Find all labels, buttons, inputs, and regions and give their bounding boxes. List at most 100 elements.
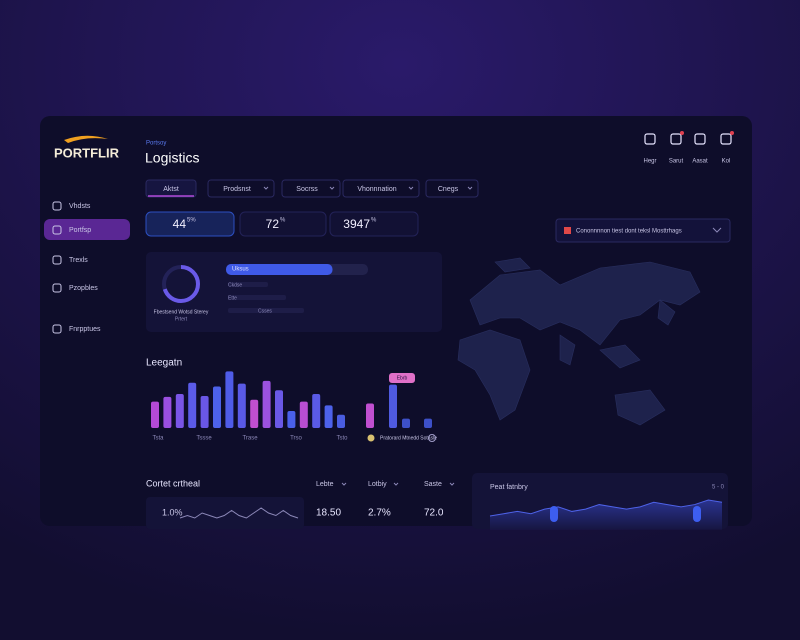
- bar: [324, 405, 333, 428]
- x-label: Trase: [242, 436, 258, 442]
- kpi-value: 44: [173, 217, 187, 231]
- tab-caret: [467, 186, 473, 190]
- tab[interactable]: [145, 179, 197, 198]
- top-icons: Hegr Sarut Aasat Kol: [643, 131, 734, 165]
- item-bar: [228, 295, 286, 300]
- tab-label[interactable]: Socrss: [296, 186, 318, 193]
- bar: [151, 401, 159, 428]
- brand: PORTFLIR: [54, 145, 120, 160]
- map-dropdown[interactable]: [555, 218, 731, 243]
- column-header[interactable]: Lotbiy: [368, 481, 387, 488]
- bar: [337, 414, 345, 428]
- icon[interactable]: [670, 133, 682, 145]
- kicker: Portsoy: [146, 141, 166, 147]
- column-header[interactable]: Saste: [424, 481, 442, 488]
- sidebar: Vhdsts Portfsp Trexls Pzopbles Fnrpptues: [44, 201, 130, 334]
- item-bar: [228, 282, 268, 287]
- metric-card: [146, 497, 304, 529]
- badge: [389, 373, 415, 383]
- kpi-value: 72: [266, 217, 280, 231]
- progress-bar: [226, 264, 333, 275]
- tab-caret: [408, 186, 414, 190]
- legend-dot: [428, 434, 436, 442]
- tab-label[interactable]: Cnegs: [438, 186, 459, 193]
- trend-title: Peat fatnbry: [490, 484, 528, 491]
- nav-item[interactable]: Pzopbles: [69, 285, 98, 292]
- nav-icon: [52, 324, 62, 334]
- card-value: 1.0%: [162, 507, 183, 517]
- tab[interactable]: [342, 179, 420, 198]
- icon-label: Kol: [722, 159, 731, 165]
- donut-sub: Prtert: [175, 316, 188, 322]
- notification-dot: [730, 131, 734, 135]
- tabs: Aktst Prodsnst Socrss Vhonnnation Cnegs: [145, 179, 479, 198]
- bar: [312, 394, 321, 428]
- nav-item[interactable]: Fnrpptues: [69, 326, 101, 333]
- kpi-sup: 5%: [187, 218, 196, 224]
- bar: [287, 411, 296, 428]
- bar: [366, 403, 374, 428]
- page-title: Logistics: [145, 150, 199, 166]
- x-label: Tsto: [336, 436, 348, 442]
- bar: [275, 390, 283, 428]
- nav-icon: [52, 225, 62, 235]
- column-caret: [449, 482, 455, 486]
- dropdown-text: Cononnnnon tiest dont teksl Mosttrhags: [576, 229, 682, 235]
- bar-chart: Tsta Tssse Trase Trso Tsto Ebrb: [151, 371, 432, 442]
- item-label: Csses: [258, 308, 272, 314]
- nav-item[interactable]: Portfsp: [69, 227, 91, 234]
- column-header[interactable]: Lebte: [316, 481, 334, 488]
- tab-label[interactable]: Prodsnst: [223, 186, 251, 193]
- kpi-sup: %: [371, 218, 377, 224]
- bar: [200, 395, 209, 428]
- donut-arc: [162, 265, 200, 303]
- x-label: Tssse: [196, 436, 212, 442]
- icon[interactable]: [694, 133, 706, 145]
- item-label: Ckdse: [228, 282, 242, 288]
- item-bar: [228, 308, 304, 313]
- dropdown-icon: [564, 227, 571, 234]
- column-caret: [341, 482, 347, 486]
- icon-label: Sarut: [669, 159, 684, 165]
- progress-label: Uksus: [232, 267, 249, 273]
- tab[interactable]: [281, 179, 341, 198]
- tab[interactable]: [207, 179, 275, 198]
- kpi-value: 3947: [343, 217, 370, 231]
- bar: [299, 401, 308, 428]
- kpis: 44 5% 72% 3947%: [145, 211, 419, 237]
- kpi-card: [145, 211, 235, 237]
- summary-card: Fbestsend Wotsd Sterey Prtert Uksus Ckds…: [146, 252, 442, 332]
- logo-swoosh: [64, 135, 108, 143]
- badge-label: Ebrb: [397, 375, 408, 381]
- nav-icon: [52, 255, 62, 265]
- legend-dot: [367, 434, 375, 442]
- sparkline: [179, 507, 299, 519]
- tab-caret: [329, 186, 335, 190]
- tab[interactable]: [425, 179, 479, 198]
- icon[interactable]: [644, 133, 656, 145]
- trend-range: 5 - 0: [712, 485, 725, 491]
- x-label: Trso: [290, 436, 302, 442]
- bar: [225, 371, 234, 428]
- nav-icon: [52, 283, 62, 293]
- world-map: [457, 257, 701, 426]
- tab-caret: [263, 186, 269, 190]
- sparkline: [489, 499, 723, 517]
- bar: [213, 386, 221, 428]
- range-handle[interactable]: [550, 506, 558, 522]
- nav-item[interactable]: Trexls: [69, 257, 88, 264]
- bar: [175, 394, 184, 428]
- tab-label[interactable]: Vhonnnation: [357, 186, 396, 193]
- tab-label[interactable]: Aktst: [163, 186, 179, 193]
- range-handle[interactable]: [693, 506, 701, 522]
- nav-icon: [52, 201, 62, 211]
- column-caret: [393, 482, 399, 486]
- icon-label: Aasat: [692, 159, 708, 165]
- metric: 2.7%: [368, 508, 391, 519]
- icon[interactable]: [720, 133, 732, 145]
- nav-item[interactable]: Vhdsts: [69, 203, 91, 210]
- bottom-title: Cortet crtheal: [146, 478, 200, 488]
- x-label: Tsta: [152, 436, 164, 442]
